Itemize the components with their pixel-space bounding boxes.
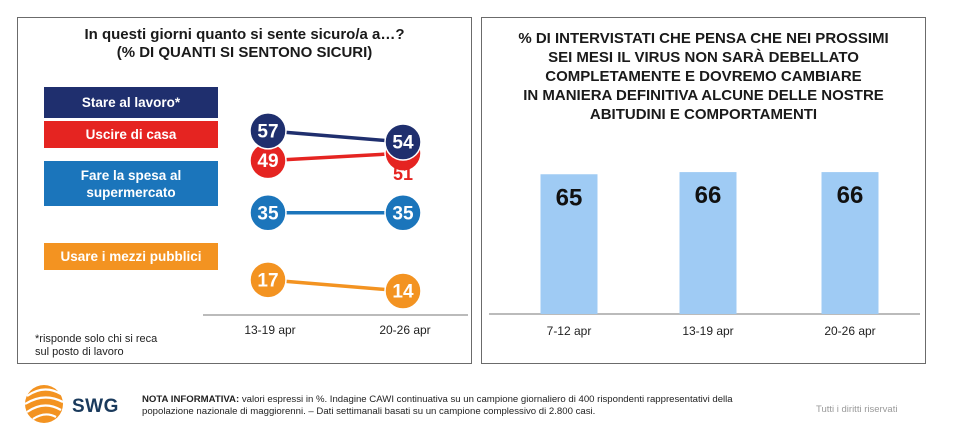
series-line-1 <box>267 151 404 163</box>
data-point-s2-1 <box>384 194 422 232</box>
bar-1 <box>679 172 737 314</box>
footer-note: NOTA INFORMATIVA: valori espressi in %. … <box>142 394 782 418</box>
x-tick-label-0: 13-19 apr <box>244 323 295 337</box>
right-chart-title: % DI INTERVISTATI CHE PENSA CHE NEI PROS… <box>482 29 925 124</box>
data-label-s3-0: 17 <box>257 270 278 291</box>
right-title-line-1: % DI INTERVISTATI CHE PENSA CHE NEI PROS… <box>518 30 889 47</box>
x-tick-label-0: 7-12 apr <box>547 324 592 338</box>
right-title-line-2: SEI MESI IL VIRUS NON SARÀ DEBELLATO <box>548 49 859 66</box>
data-point-s0-0 <box>249 112 287 150</box>
data-label-s0-0: 57 <box>257 121 278 142</box>
data-point-s0-1 <box>384 123 422 161</box>
data-label-s3-1: 14 <box>392 282 414 303</box>
left-chart-panel: In questi giorni quanto si sente sicuro/… <box>17 17 472 364</box>
data-label-s1-0: 49 <box>257 151 278 172</box>
swg-logo-icon <box>24 385 64 423</box>
data-point-s3-1 <box>384 272 422 310</box>
line-chart: 35 35 17 14 49 51 57 54 13-19 apr 20-26 apr <box>203 112 468 337</box>
data-label-s1-1: 51 <box>393 164 413 184</box>
footnote-line-1: *risponde solo chi si reca <box>35 333 158 345</box>
left-title-line-1: In questi giorni quanto si sente sicuro/… <box>84 26 405 43</box>
x-tick-label-1: 20-26 apr <box>379 323 430 337</box>
data-point-s3-0 <box>249 261 287 299</box>
series-label-stare-al-lavoro: Stare al lavoro* <box>44 87 218 118</box>
data-label-s0-1: 54 <box>392 133 414 154</box>
bar-value-label-0: 65 <box>556 184 583 211</box>
x-tick-label-1: 13-19 apr <box>682 324 733 338</box>
series-label-fare-la-spesa: Fare la spesa al supermercato <box>44 161 218 206</box>
data-point-s2-0 <box>249 194 287 232</box>
bar-chart: 65 7-12 apr 66 13-19 apr 66 20-26 apr <box>489 172 920 338</box>
x-tick-label-2: 20-26 apr <box>824 324 875 338</box>
data-label-s2-1: 35 <box>392 203 414 224</box>
right-title-line-3: COMPLETAMENTE E DOVREMO CAMBIARE <box>545 68 862 85</box>
bar-value-label-1: 66 <box>695 182 722 209</box>
bar-2 <box>821 172 879 314</box>
footer-note-label: NOTA INFORMATIVA: <box>142 394 240 405</box>
left-title-line-2: (% DI QUANTI SI SENTONO SICURI) <box>116 44 373 61</box>
series-line-0 <box>267 129 404 144</box>
series-label-uscire-di-casa: Uscire di casa <box>44 121 218 148</box>
footer-note-text: valori espressi in %. Indagine CAWI cont… <box>142 394 733 417</box>
series-line-3 <box>267 278 404 293</box>
bar-value-label-2: 66 <box>837 182 864 209</box>
series-label-usare-i-mezzi: Usare i mezzi pubblici <box>44 243 218 270</box>
left-chart-title: In questi giorni quanto si sente sicuro/… <box>18 26 471 62</box>
right-title-line-5: ABITUDINI E COMPORTAMENTI <box>589 106 818 123</box>
swg-logo-text: SWG <box>72 396 119 417</box>
footnote-line-2: sul posto di lavoro <box>35 346 124 358</box>
data-label-s2-0: 35 <box>257 203 279 224</box>
right-chart-panel: % DI INTERVISTATI CHE PENSA CHE NEI PROS… <box>481 17 926 364</box>
rights-reserved: Tutti i diritti riservati <box>816 404 898 415</box>
bar-0 <box>540 174 598 314</box>
footnote: *risponde solo chi si reca sul posto di … <box>35 333 157 359</box>
right-title-line-4: IN MANIERA DEFINITIVA ALCUNE DELLE NOSTR… <box>523 87 884 104</box>
